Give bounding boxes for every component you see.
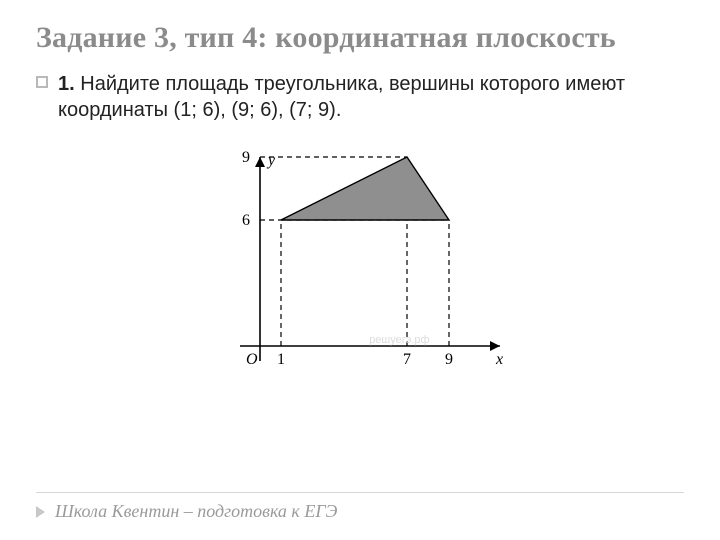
svg-text:7: 7 — [403, 351, 411, 368]
svg-text:9: 9 — [242, 149, 250, 166]
footer-arrow-icon — [36, 506, 45, 518]
svg-text:6: 6 — [242, 212, 250, 229]
figure-wrap: 1 7 9 6 9 x y Oрешуегэ.рф — [36, 141, 684, 381]
footer: Школа Квентин – подготовка к ЕГЭ — [36, 492, 684, 522]
problem-number: 1. — [58, 73, 75, 95]
problem-text: 1. Найдите площадь треугольника, вершины… — [58, 71, 684, 123]
svg-text:решуегэ.рф: решуегэ.рф — [369, 334, 429, 346]
svg-text:9: 9 — [445, 351, 453, 368]
slide: Задание 3, тип 4: координатная плоскость… — [0, 0, 720, 540]
svg-text:y: y — [266, 152, 276, 169]
footer-text: Школа Квентин – подготовка к ЕГЭ — [55, 501, 337, 522]
bullet-icon — [36, 76, 48, 88]
problem-block: 1. Найдите площадь треугольника, вершины… — [36, 71, 684, 123]
problem-body: Найдите площадь треугольника, вершины ко… — [58, 73, 625, 121]
slide-title: Задание 3, тип 4: координатная плоскость — [36, 20, 684, 55]
coordinate-chart: 1 7 9 6 9 x y Oрешуегэ.рф — [210, 141, 510, 381]
svg-text:O: O — [246, 351, 258, 368]
svg-text:1: 1 — [277, 351, 285, 368]
svg-text:x: x — [495, 351, 503, 368]
